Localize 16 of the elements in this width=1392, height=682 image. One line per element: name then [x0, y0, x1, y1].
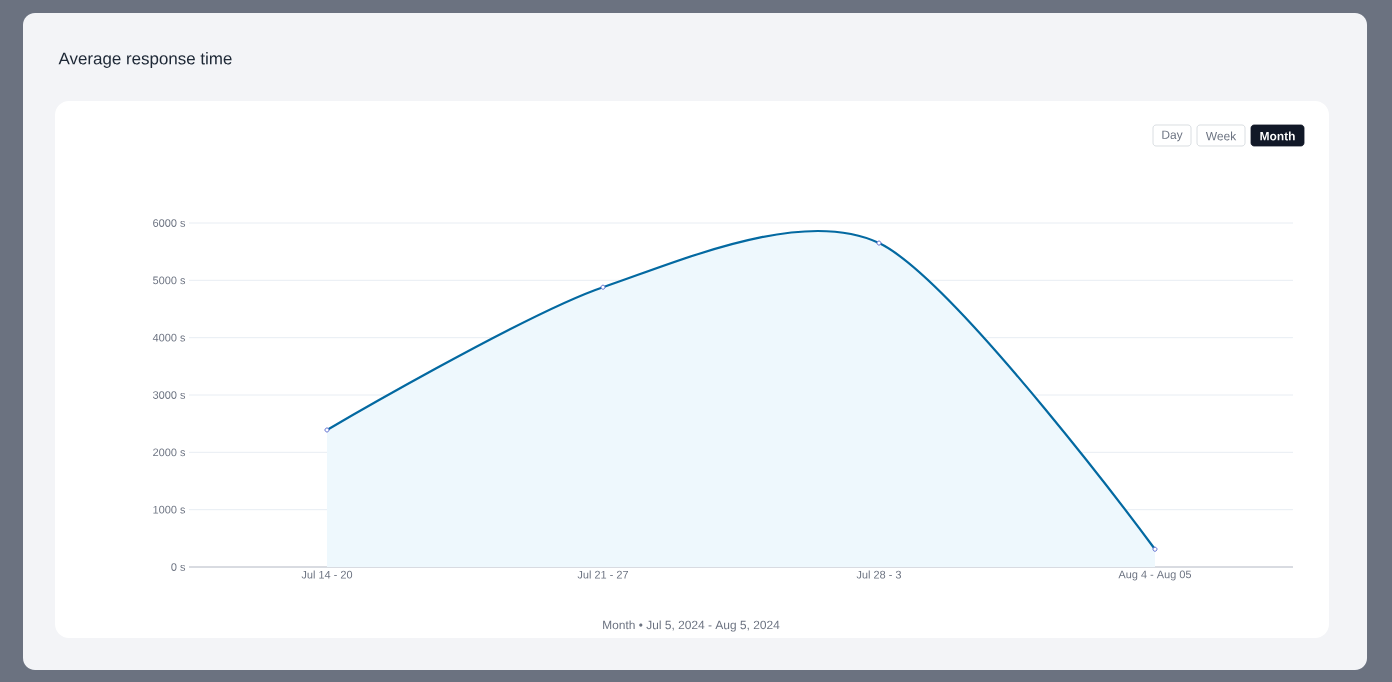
- x-tick-label: Jul 28 - 3: [856, 570, 902, 579]
- text: Month: [1260, 131, 1295, 141]
- y-tick-label: 6000 s: [153, 219, 186, 227]
- y-tick-label: 2000 s: [153, 448, 186, 457]
- y-tick-label: 5000 s: [153, 276, 186, 285]
- x-tick-label: Jul 21 - 27: [577, 570, 629, 579]
- x-tick-label: Jul 14 - 20: [301, 570, 353, 579]
- chart-title: Average response time: [58, 52, 232, 68]
- text: Month • Jul 5, 2024 - Aug 5, 2024: [603, 620, 780, 632]
- text: Week: [1205, 131, 1237, 141]
- text: Day: [1162, 130, 1183, 142]
- y-tick-label: 3000 s: [153, 391, 186, 399]
- y-tick-label: 4000 s: [152, 333, 186, 342]
- y-tick-label: 1000 s: [153, 505, 186, 514]
- y-tick-label: 0 s: [171, 563, 186, 571]
- x-tick-label: Aug 4 - Aug 05: [1118, 570, 1192, 581]
